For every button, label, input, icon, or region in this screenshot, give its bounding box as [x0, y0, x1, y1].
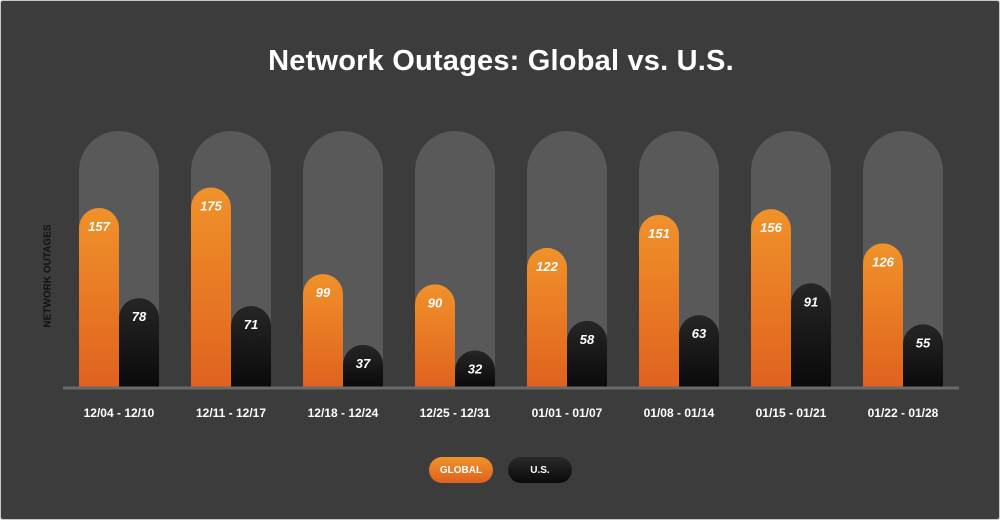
data-label: 156	[760, 220, 782, 235]
data-label: 99	[316, 285, 331, 300]
bar-global	[191, 187, 231, 387]
data-label: 63	[692, 326, 707, 341]
data-label: 90	[428, 295, 443, 310]
data-label: 71	[244, 317, 258, 332]
data-label: 32	[468, 362, 483, 377]
data-label: 122	[536, 259, 558, 274]
bar-us	[343, 344, 383, 387]
x-tick-label: 01/22 - 01/28	[868, 406, 939, 420]
x-tick-label: 12/25 - 12/31	[420, 406, 491, 420]
bar-global	[639, 214, 679, 387]
bar-us	[903, 324, 943, 387]
data-label: 55	[916, 335, 931, 350]
bar-us	[455, 350, 495, 387]
bar-us	[119, 298, 159, 387]
x-tick-label: 12/18 - 12/24	[308, 406, 379, 420]
bar-global	[863, 243, 903, 387]
data-label: 175	[200, 199, 222, 214]
bar-global	[79, 208, 119, 387]
legend-item-global: GLOBAL	[429, 457, 493, 483]
bar-us	[791, 283, 831, 387]
bar-global	[527, 247, 567, 387]
bar-global	[303, 274, 343, 387]
data-label: 126	[872, 254, 894, 269]
x-tick-label: 12/04 - 12/10	[84, 406, 155, 420]
data-label: 78	[132, 309, 147, 324]
data-label: 37	[356, 356, 371, 371]
bar-global	[751, 209, 791, 387]
data-label: 151	[648, 226, 670, 241]
data-label: 58	[580, 332, 595, 347]
x-tick-label: 01/08 - 01/14	[644, 406, 715, 420]
bar-us	[231, 306, 271, 387]
chart-title: Network Outages: Global vs. U.S.	[268, 45, 734, 77]
x-tick-label: 01/15 - 01/21	[756, 406, 827, 420]
x-tick-label: 12/11 - 12/17	[196, 406, 266, 420]
bar-us	[679, 315, 719, 387]
legend-item-us: U.S.	[508, 457, 572, 483]
x-tick-label: 01/01 - 01/07	[532, 406, 603, 420]
data-label: 91	[804, 294, 818, 309]
bar-global	[415, 284, 455, 387]
data-label: 157	[88, 219, 110, 234]
bar-us	[567, 320, 607, 387]
